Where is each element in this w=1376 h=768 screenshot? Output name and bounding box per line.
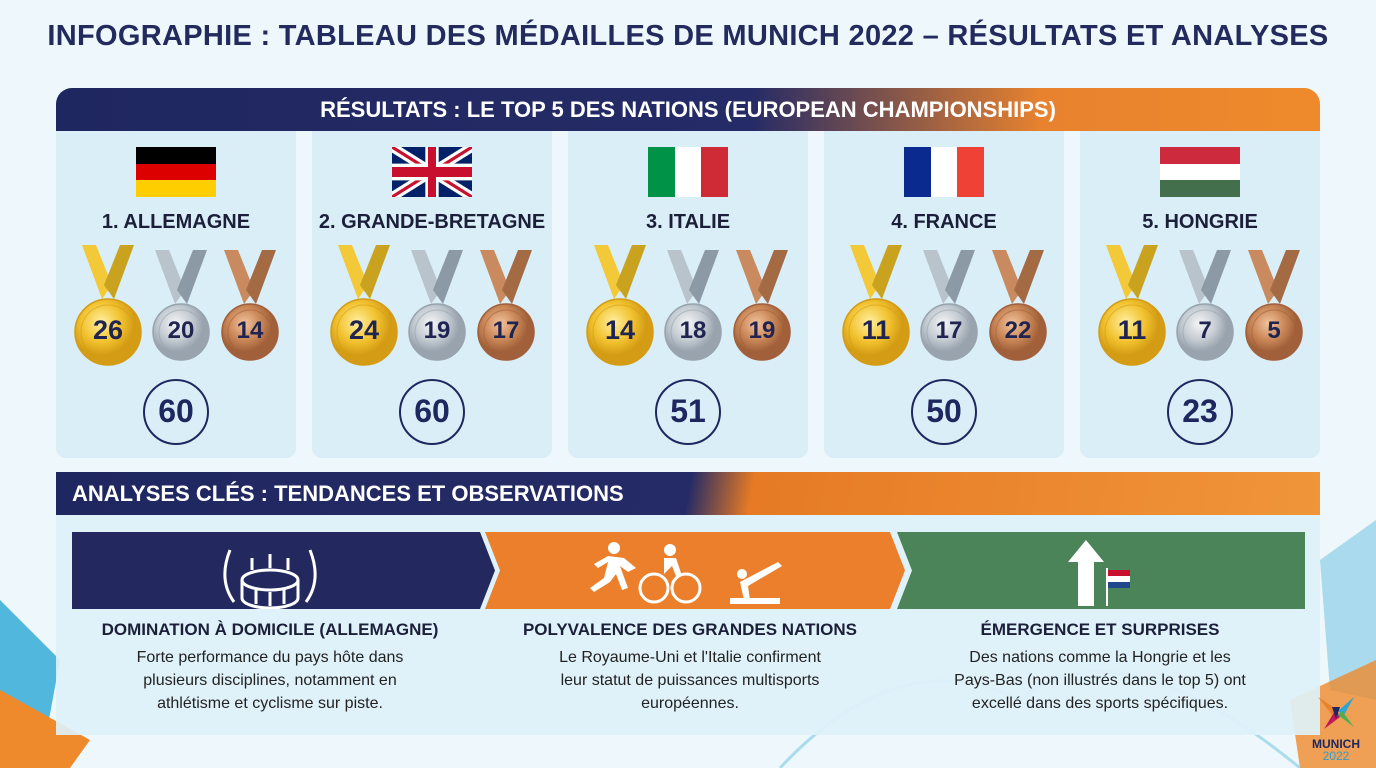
- analysis-title: ÉMERGENCE ET SURPRISES: [980, 620, 1220, 639]
- gold-medal-icon: [1098, 245, 1166, 366]
- bronze-medal-icon: [477, 250, 535, 361]
- italy-flag: [648, 147, 728, 197]
- analysis-text-line: européennes.: [641, 695, 739, 712]
- multisport-icon: [590, 542, 782, 604]
- analysis-chevron: [72, 532, 495, 609]
- silver-medal-icon: [664, 250, 722, 361]
- nation-name: 5. HONGRIE: [1142, 211, 1258, 233]
- analysis-column: ÉMERGENCE ET SURPRISES Des nations comme…: [900, 620, 1300, 715]
- analysis-text-line: Des nations comme la Hongrie et les: [969, 649, 1231, 666]
- bronze-medal-icon: [221, 250, 279, 361]
- total-medals: 60: [143, 379, 209, 445]
- analysis-banner: ANALYSES CLÉS : TENDANCES ET OBSERVATION…: [56, 472, 1320, 515]
- nation-card: 5. HONGRIE 11 7 5 23: [1080, 131, 1320, 458]
- results-banner: RÉSULTATS : LE TOP 5 DES NATIONS (EUROPE…: [56, 88, 1320, 131]
- bronze-medal: 5: [1244, 250, 1304, 362]
- gold-medal: 26: [73, 245, 143, 367]
- gold-medal: 24: [329, 245, 399, 367]
- gold-count: 26: [92, 315, 124, 346]
- france-flag: [904, 147, 984, 197]
- total-medals: 50: [911, 379, 977, 445]
- silver-medal: 18: [663, 250, 723, 362]
- silver-count: 7: [1198, 317, 1212, 345]
- silver-medal-icon: [920, 250, 978, 361]
- bronze-count: 22: [1004, 317, 1032, 345]
- bronze-count: 5: [1267, 317, 1281, 345]
- gold-count: 11: [1117, 315, 1147, 346]
- gold-count: 14: [604, 315, 636, 346]
- silver-medal-icon: [1176, 250, 1234, 361]
- logo-year: 2022: [1322, 749, 1350, 763]
- analysis-text-line: Pays-Bas (non illustrés dans le top 5) o…: [954, 672, 1246, 689]
- analysis-chevron: [897, 532, 1305, 609]
- total-medals: 23: [1167, 379, 1233, 445]
- gold-medal: 11: [841, 245, 911, 367]
- analysis-text-line: plusieurs disciplines, notamment en: [143, 672, 397, 689]
- analysis-text-line: leur statut de puissances multisports: [560, 672, 820, 689]
- total-medals: 51: [655, 379, 721, 445]
- munich-2022-logo: MUNICH 2022: [1308, 693, 1364, 762]
- total-medals: 60: [399, 379, 465, 445]
- silver-count: 20: [167, 317, 195, 345]
- stadium-laurel-icon: [223, 549, 317, 609]
- silver-count: 17: [935, 317, 963, 345]
- analysis-chevron: [485, 532, 905, 609]
- nation-card: 2. GRANDE-BRETAGNE 24 19 17 60: [312, 131, 552, 458]
- bronze-medal-icon: [989, 250, 1047, 361]
- bronze-medal: 22: [988, 250, 1048, 362]
- bronze-medal-icon: [733, 250, 791, 361]
- gold-medal-icon: [842, 245, 910, 366]
- analysis-column: POLYVALENCE DES GRANDES NATIONS Le Royau…: [490, 620, 890, 715]
- bronze-count: 17: [492, 317, 520, 345]
- logo-text: MUNICH: [1312, 737, 1360, 751]
- analysis-text-line: Forte performance du pays hôte dans: [136, 649, 404, 666]
- uk-flag: [392, 147, 472, 197]
- silver-medal: 17: [919, 250, 979, 362]
- silver-count: 19: [423, 317, 451, 345]
- gold-medal: 14: [585, 245, 655, 367]
- analysis-column: DOMINATION À DOMICILE (ALLEMAGNE) Forte …: [70, 620, 470, 715]
- silver-count: 18: [679, 317, 707, 345]
- analysis-text-line: athlétisme et cyclisme sur piste.: [157, 695, 383, 712]
- silver-medal-icon: [408, 250, 466, 361]
- bronze-medal: 14: [220, 250, 280, 362]
- rising-arrow-netherlands-flag-icon: [1068, 540, 1130, 606]
- bronze-medal: 17: [476, 250, 536, 362]
- silver-medal: 20: [151, 250, 211, 362]
- gold-count: 11: [861, 315, 891, 346]
- germany-flag: [136, 147, 216, 197]
- nation-card: 4. FRANCE 11 17 22 50: [824, 131, 1064, 458]
- analysis-title: POLYVALENCE DES GRANDES NATIONS: [522, 620, 858, 639]
- analysis-text-line: excellé dans des sports spécifiques.: [971, 695, 1229, 712]
- bronze-medal-icon: [1245, 250, 1303, 361]
- nation-name: 1. ALLEMAGNE: [101, 211, 251, 233]
- bronze-count: 19: [748, 317, 776, 345]
- silver-medal-icon: [152, 250, 210, 361]
- bronze-count: 14: [236, 317, 264, 345]
- bronze-medal: 19: [732, 250, 792, 362]
- nation-name: 3. ITALIE: [645, 211, 731, 233]
- page-title: INFOGRAPHIE : TABLEAU DES MÉDAILLES DE M…: [47, 20, 1329, 52]
- gold-count: 24: [348, 315, 380, 346]
- gold-medal: 11: [1097, 245, 1167, 367]
- silver-medal: 19: [407, 250, 467, 362]
- gold-medal-icon: [74, 245, 142, 366]
- gold-medal-icon: [330, 245, 398, 366]
- nation-card: 3. ITALIE 14 18 19 51: [568, 131, 808, 458]
- nation-name: 4. FRANCE: [891, 211, 997, 233]
- gold-medal-icon: [586, 245, 654, 366]
- silver-medal: 7: [1175, 250, 1235, 362]
- nation-card: 1. ALLEMAGNE 26 20 14 60: [56, 131, 296, 458]
- analysis-text-line: Le Royaume-Uni et l'Italie confirment: [559, 649, 821, 666]
- hungary-flag: [1160, 147, 1240, 197]
- nation-name: 2. GRANDE-BRETAGNE: [318, 211, 546, 233]
- analysis-title: DOMINATION À DOMICILE (ALLEMAGNE): [101, 620, 439, 639]
- star-logo-icon: [1318, 697, 1354, 729]
